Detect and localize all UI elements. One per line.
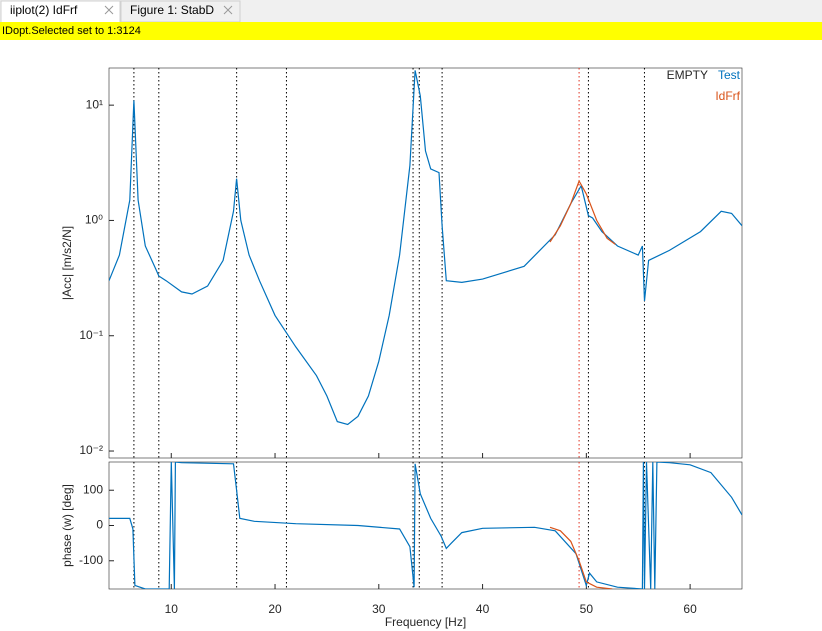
series-line (549, 179, 616, 245)
plot-area (108, 67, 743, 459)
y-tick-label: 100 (83, 482, 103, 496)
plot-area (108, 461, 743, 590)
y-tick-label: 0 (96, 518, 103, 532)
y-axis-label: phase (w) [deg] (60, 484, 74, 567)
tab-bar: iiplot(2) IdFrf Figure 1: StabD IDopt.Se… (0, 0, 822, 40)
status-bar (0, 22, 822, 40)
legend-title: EMPTY (667, 68, 708, 82)
status-text: IDopt.Selected set to 1:3124 (2, 25, 141, 37)
y-axis-label: |Acc| [m/s2/N] (60, 226, 74, 300)
x-tick-label: 50 (580, 602, 594, 616)
y-tick-label: 10⁻² (79, 443, 103, 457)
x-tick-label: 60 (683, 602, 697, 616)
tab-close[interactable] (223, 5, 233, 15)
legend-entry: Test (718, 68, 741, 82)
tab-close[interactable] (104, 5, 114, 15)
x-axis-label: Frequency [Hz] (385, 615, 466, 629)
x-tick-label: 30 (372, 602, 386, 616)
tab-label[interactable]: iiplot(2) IdFrf (10, 3, 78, 17)
series-line (549, 526, 613, 589)
y-tick-label: 10⁻¹ (79, 328, 103, 342)
series-line (109, 462, 742, 589)
x-tick-label: 10 (165, 602, 179, 616)
legend-entry: IdFrf (715, 89, 740, 103)
tab-label[interactable]: Figure 1: StabD (130, 3, 214, 17)
x-tick-label: 40 (476, 602, 490, 616)
y-tick-label: -100 (79, 553, 103, 567)
x-tick-label: 20 (268, 602, 282, 616)
y-tick-label: 10⁰ (85, 213, 103, 227)
y-tick-label: 10¹ (86, 97, 103, 111)
